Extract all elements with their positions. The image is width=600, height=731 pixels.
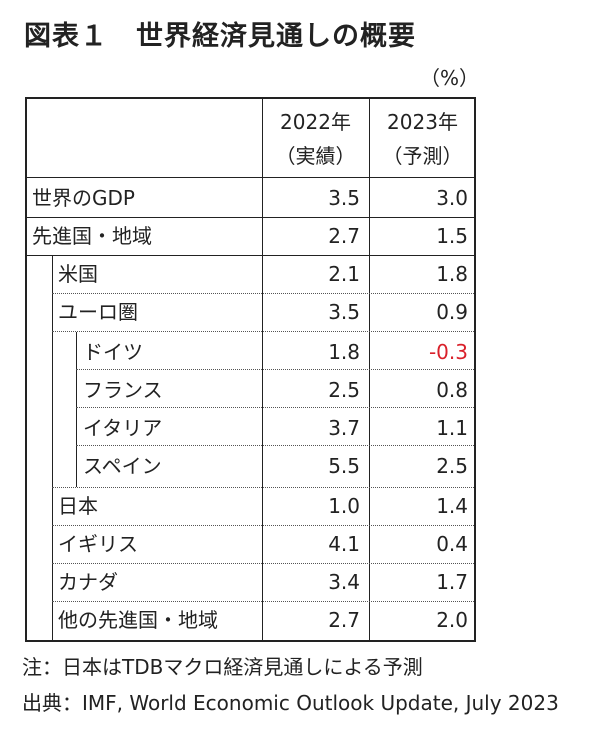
row-rule (76, 445, 474, 446)
value-2022: 3.4 (328, 570, 360, 594)
value-2022: 3.7 (328, 416, 360, 440)
row-label: フランス (83, 378, 163, 402)
header-2023-year: 2023年 (387, 110, 458, 134)
row-rule (27, 255, 474, 256)
row-label: 日本 (58, 494, 98, 518)
value-2023-negative: -0.3 (428, 340, 468, 364)
indent-guide-advanced (52, 256, 53, 640)
row-label: 他の先進国・地域 (58, 608, 218, 632)
table-row: スペイン 5.5 2.5 (27, 447, 474, 485)
table-row: イギリス 4.1 0.4 (27, 525, 474, 563)
table-row: カナダ 3.4 1.7 (27, 563, 474, 601)
row-label: ユーロ圏 (58, 300, 138, 324)
source-note: 出典：IMF, World Economic Outlook Update, J… (22, 691, 559, 715)
table-row: ユーロ圏 3.5 0.9 (27, 293, 474, 331)
row-rule (76, 369, 474, 370)
table-row: フランス 2.5 0.8 (27, 371, 474, 409)
value-2022: 5.5 (328, 454, 360, 478)
row-rule (27, 217, 474, 218)
row-label: イギリス (58, 532, 138, 556)
value-2022: 2.7 (328, 224, 360, 248)
value-2023: 0.9 (436, 300, 468, 324)
table-row: 米国 2.1 1.8 (27, 255, 474, 293)
value-2022: 2.1 (328, 262, 360, 286)
figure-title: 図表１ 世界経済見通しの概要 (24, 21, 416, 52)
header-2023-kind: （予測） (382, 144, 463, 168)
table-row: イタリア 3.7 1.1 (27, 409, 474, 447)
value-2023: 0.4 (436, 532, 468, 556)
row-label: イタリア (83, 416, 163, 440)
row-label: ドイツ (83, 340, 143, 364)
value-2023: 3.0 (436, 186, 468, 210)
value-2022: 3.5 (328, 300, 360, 324)
row-rule (52, 563, 474, 564)
row-label: 先進国・地域 (32, 224, 152, 248)
value-2022: 2.7 (328, 608, 360, 632)
row-rule (52, 331, 474, 332)
row-rule (52, 293, 474, 294)
outlook-table: 2022年 （実績） 2023年 （予測） 世界のGDP 3.5 3.0 先進国… (25, 97, 476, 642)
table-row: 世界のGDP 3.5 3.0 (27, 179, 474, 217)
value-2023: 1.8 (436, 262, 468, 286)
row-rule (76, 407, 474, 408)
value-2023: 1.1 (436, 416, 468, 440)
value-2023: 2.0 (436, 608, 468, 632)
table-row: 他の先進国・地域 2.7 2.0 (27, 601, 474, 639)
value-2023: 0.8 (436, 378, 468, 402)
footnote: 注：日本はTDBマクロ経済見通しによる予測 (22, 655, 423, 679)
header-2022-kind: （実績） (275, 144, 356, 168)
row-label: カナダ (58, 570, 118, 594)
row-label: 米国 (58, 262, 98, 286)
unit-label: （%） (420, 66, 480, 90)
row-rule (52, 601, 474, 602)
value-2022: 1.8 (328, 340, 360, 364)
value-2023: 2.5 (436, 454, 468, 478)
row-rule (52, 525, 474, 526)
value-2023: 1.7 (436, 570, 468, 594)
value-2022: 3.5 (328, 186, 360, 210)
header-rule (27, 177, 474, 178)
row-label: スペイン (83, 454, 162, 478)
value-2022: 2.5 (328, 378, 360, 402)
row-rule (52, 487, 474, 488)
value-2022: 4.1 (328, 532, 360, 556)
table-row: 先進国・地域 2.7 1.5 (27, 217, 474, 255)
value-2023: 1.5 (436, 224, 468, 248)
row-label: 世界のGDP (32, 186, 135, 210)
indent-guide-euro (76, 332, 77, 487)
table-row: ドイツ 1.8 -0.3 (27, 333, 474, 371)
value-2023: 1.4 (436, 494, 468, 518)
header-2022-year: 2022年 (280, 110, 351, 134)
table-row: 日本 1.0 1.4 (27, 487, 474, 525)
value-2022: 1.0 (328, 494, 360, 518)
